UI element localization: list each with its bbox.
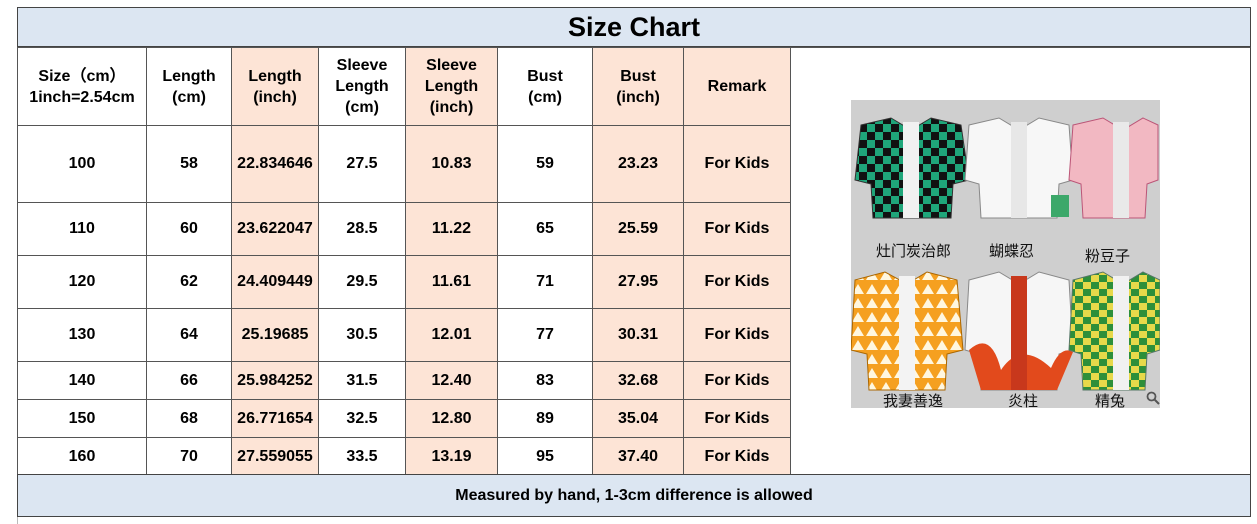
- table-cell: 140: [17, 361, 147, 400]
- header-row: Size（cm） 1inch=2.54cm Length (cm) Length (i…: [17, 47, 791, 126]
- table-cell: For Kids: [683, 255, 791, 309]
- search-icon[interactable]: [1146, 391, 1160, 408]
- table-cell: 11.22: [405, 202, 498, 256]
- table-cell: 160: [17, 437, 147, 476]
- label-rengoku: 炎柱: [1008, 392, 1039, 410]
- shinobu-kimono: [964, 117, 1074, 219]
- table-cell: 95: [497, 437, 593, 476]
- table-cell: 58: [146, 125, 232, 203]
- header-sleeve-cm: Sleeve Length (cm): [318, 47, 406, 126]
- table-cell: For Kids: [683, 361, 791, 400]
- label-shinobu: 蝴蝶忍: [989, 242, 1035, 260]
- zenitsu-kimono: [850, 271, 964, 391]
- header-length-cm: Length (cm): [146, 47, 232, 126]
- chart-title: Size Chart: [17, 7, 1251, 47]
- table-cell: 25.19685: [231, 308, 319, 362]
- table-cell: 89: [497, 399, 593, 438]
- table-cell: 150: [17, 399, 147, 438]
- table-cell: 35.04: [592, 399, 684, 438]
- table-cell: 11.61: [405, 255, 498, 309]
- table-cell: 23.23: [592, 125, 684, 203]
- table-cell: 77: [497, 308, 593, 362]
- table-cell: 64: [146, 308, 232, 362]
- table-cell: 120: [17, 255, 147, 309]
- table-cell: 12.80: [405, 399, 498, 438]
- sheet-grid-edge: [17, 517, 1252, 524]
- table-cell: 33.5: [318, 437, 406, 476]
- table-cell: 37.40: [592, 437, 684, 476]
- table-row: 120 62 24.409449 29.5 11.61 71 27.95 For Kids: [17, 255, 791, 309]
- table-cell: For Kids: [683, 202, 791, 256]
- footer-note: Measured by hand, 1-3cm difference is al…: [17, 474, 1251, 517]
- table-cell: 10.83: [405, 125, 498, 203]
- table-row: 100 58 22.834646 27.5 10.83 59 23.23 For Kids: [17, 125, 791, 203]
- table-cell: 25.59: [592, 202, 684, 256]
- table-row: 160 70 27.559055 33.5 13.19 95 37.40 For Kids: [17, 437, 791, 476]
- label-tanjiro: 灶门炭治郎: [876, 242, 952, 260]
- table-cell: 27.95: [592, 255, 684, 309]
- header-remark: Remark: [683, 47, 791, 126]
- table-cell: 66: [146, 361, 232, 400]
- header-length-inch: Length (inch): [231, 47, 319, 126]
- table-cell: For Kids: [683, 125, 791, 203]
- table-cell: 24.409449: [231, 255, 319, 309]
- table-row: 140 66 25.984252 31.5 12.40 83 32.68 For Kids: [17, 361, 791, 400]
- table-row: 110 60 23.622047 28.5 11.22 65 25.59 For Kids: [17, 202, 791, 256]
- table-cell: 12.01: [405, 308, 498, 362]
- product-image-panel: [790, 47, 1251, 474]
- table-cell: 100: [17, 125, 147, 203]
- rengoku-kimono: [964, 271, 1074, 391]
- table-cell: 26.771654: [231, 399, 319, 438]
- table-cell: 31.5: [318, 361, 406, 400]
- table-cell: 130: [17, 308, 147, 362]
- size-table: Size（cm） 1inch=2.54cm Length (cm) Length (i…: [17, 47, 791, 476]
- label-giyu: 精兔: [1095, 392, 1126, 410]
- table-cell: 68: [146, 399, 232, 438]
- table-cell: 60: [146, 202, 232, 256]
- table-row: 130 64 25.19685 30.5 12.01 77 30.31 For Kids: [17, 308, 791, 362]
- table-cell: 71: [497, 255, 593, 309]
- header-size: Size（cm） 1inch=2.54cm: [17, 47, 147, 126]
- table-cell: 110: [17, 202, 147, 256]
- giyu-kimono: [1068, 271, 1161, 391]
- table-cell: For Kids: [683, 437, 791, 476]
- table-body: 100 58 22.834646 27.5 10.83 59 23.23 For Kids 11…: [17, 125, 791, 476]
- table-cell: 83: [497, 361, 593, 400]
- table-cell: 27.5: [318, 125, 406, 203]
- header-bust-cm: Bust (cm): [497, 47, 593, 126]
- tanjiro-kimono: [854, 117, 970, 219]
- table-cell: 22.834646: [231, 125, 319, 203]
- header-sleeve-inch: Sleeve Length (inch): [405, 47, 498, 126]
- table-cell: 32.5: [318, 399, 406, 438]
- table-cell: 30.5: [318, 308, 406, 362]
- table-cell: 25.984252: [231, 361, 319, 400]
- table-cell: 30.31: [592, 308, 684, 362]
- table-cell: 70: [146, 437, 232, 476]
- table-cell: 27.559055: [231, 437, 319, 476]
- table-cell: 23.622047: [231, 202, 319, 256]
- kimono-illustrations: [850, 117, 1161, 391]
- table-cell: 59: [497, 125, 593, 203]
- product-photo: [850, 100, 1161, 408]
- table-cell: 28.5: [318, 202, 406, 256]
- table-cell: 65: [497, 202, 593, 256]
- label-zenitsu: 我妻善逸: [883, 392, 944, 410]
- label-nezuko: 粉豆子: [1085, 247, 1131, 265]
- table-cell: 32.68: [592, 361, 684, 400]
- table-cell: For Kids: [683, 308, 791, 362]
- table-cell: 29.5: [318, 255, 406, 309]
- nezuko-kimono: [1068, 117, 1159, 219]
- table-cell: For Kids: [683, 399, 791, 438]
- table-cell: 62: [146, 255, 232, 309]
- table-cell: 12.40: [405, 361, 498, 400]
- table-cell: 13.19: [405, 437, 498, 476]
- table-row: 150 68 26.771654 32.5 12.80 89 35.04 For Kids: [17, 399, 791, 438]
- header-bust-inch: Bust (inch): [592, 47, 684, 126]
